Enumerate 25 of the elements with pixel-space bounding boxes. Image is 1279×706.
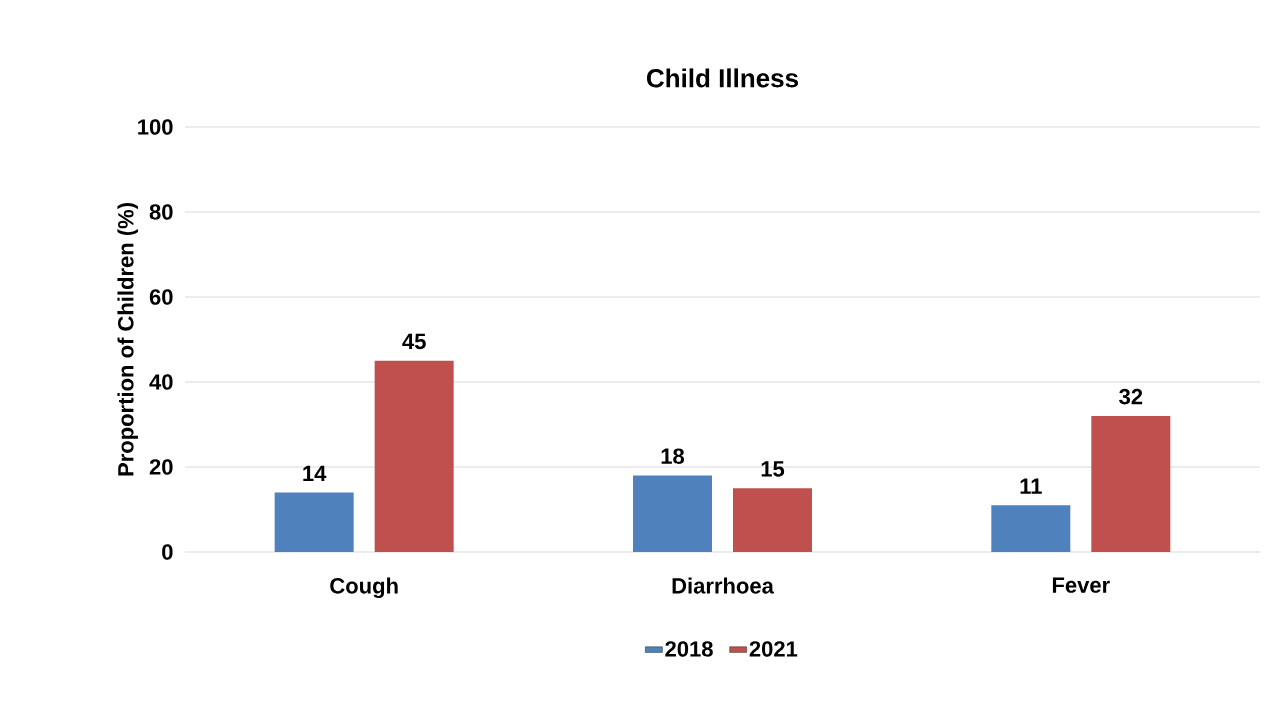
bar [732,488,812,552]
data-label: 15 [761,461,785,477]
chart-title: Child Illness [646,68,798,88]
x-tick-label: Diarrhoea [672,577,774,594]
data-label: 18 [661,448,685,464]
y-tick-label: 20 [149,459,173,475]
y-tick-label: 80 [149,204,173,220]
bar [374,360,454,552]
legend-label: 2018 [665,641,713,657]
data-label: 45 [402,333,426,350]
legend-label: 2021 [749,641,798,657]
y-tick-label: 40 [149,374,173,390]
bar [1091,415,1171,552]
bar [632,475,712,552]
y-tick-label: 100 [138,119,173,135]
data-label: 32 [1119,388,1143,405]
y-tick-label: 60 [149,289,173,305]
bar [274,492,354,552]
x-tick-label: Cough [330,577,398,599]
data-label: 11 [1020,478,1042,494]
x-tick-label: Fever [1052,577,1110,593]
data-label: 14 [303,465,327,481]
bar [991,505,1071,552]
y-axis-title: Proportion of Children (%) [117,203,138,476]
y-tick-label: 0 [162,544,173,560]
